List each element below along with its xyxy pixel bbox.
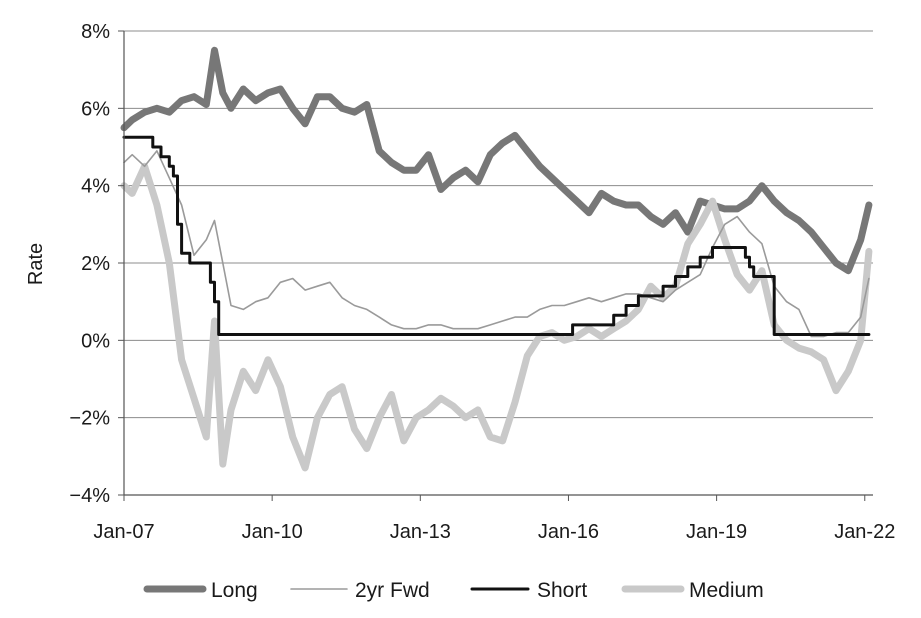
x-tick-label: Jan-16 — [538, 521, 599, 543]
legend-item: Short — [470, 579, 587, 602]
series-layer — [120, 46, 873, 472]
y-tick-label: 4% — [81, 176, 110, 198]
legend: Long 2yr Fwd Short Medium — [143, 579, 764, 602]
series-line-short — [122, 135, 871, 336]
legend-label: Long — [211, 579, 258, 602]
legend-item: Long — [143, 579, 258, 602]
series-line-2yr-fwd — [123, 150, 870, 338]
series-line-medium — [120, 162, 873, 472]
x-tick-label: Jan-19 — [686, 521, 747, 543]
legend-item: Medium — [621, 579, 764, 602]
x-tick-label: Jan-22 — [834, 521, 895, 543]
x-tick-label: Jan-10 — [242, 521, 303, 543]
x-tick-label: Jan-07 — [93, 521, 154, 543]
legend-label: Medium — [689, 579, 764, 602]
x-tick-label: Jan-13 — [390, 521, 451, 543]
legend-label: Short — [537, 579, 587, 602]
x-tick-labels: Jan-07 Jan-10 Jan-13 Jan-16 Jan-19 Jan-22 — [93, 521, 895, 543]
series-line-long — [120, 46, 873, 275]
y-tick-label: −2% — [69, 408, 110, 430]
axes-layer — [118, 30, 873, 501]
y-axis-title: Rate — [25, 243, 47, 285]
y-tick-label: 8% — [81, 21, 110, 43]
y-tick-label: 0% — [81, 330, 110, 352]
gridlines — [124, 30, 873, 419]
legend-label: 2yr Fwd — [355, 579, 430, 602]
y-tick-labels: 8% 6% 4% 2% 0% −2% −4% — [69, 21, 110, 507]
legend-item: 2yr Fwd — [290, 579, 430, 602]
y-tick-label: 2% — [81, 253, 110, 275]
y-tick-label: −4% — [69, 485, 110, 507]
y-tick-label: 6% — [81, 98, 110, 120]
